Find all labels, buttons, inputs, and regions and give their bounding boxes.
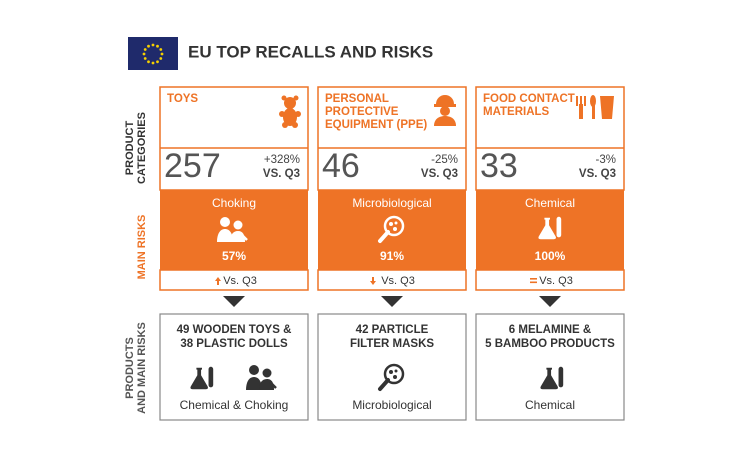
count: 257 <box>164 147 221 185</box>
category-name: EQUIPMENT (PPE) <box>325 119 427 131</box>
count: 33 <box>480 147 518 185</box>
trend: Vs. Q3 <box>223 275 257 287</box>
row-label: CATEGORIES <box>136 112 148 184</box>
product-box <box>317 313 467 421</box>
risk-name: Chemical <box>525 196 575 210</box>
risk-band <box>160 190 308 270</box>
trend-box <box>317 269 467 291</box>
category-name: PROTECTIVE <box>325 106 399 118</box>
product-line: 38 PLASTIC DOLLS <box>180 338 288 350</box>
vs-label: VS. Q3 <box>421 168 458 180</box>
row-label: PRODUCT <box>124 121 136 176</box>
category-box <box>159 86 309 191</box>
product-risks: Chemical & Choking <box>180 398 289 412</box>
category-name: PERSONAL <box>325 93 389 105</box>
pointer <box>381 296 403 307</box>
change: -25% <box>431 154 458 166</box>
count: 46 <box>322 147 360 185</box>
risk-share: 57% <box>222 249 246 263</box>
category-name: FOOD CONTACT <box>483 93 575 105</box>
product-box <box>159 313 309 421</box>
product-line: 49 WOODEN TOYS & <box>177 324 292 336</box>
product-risks: Chemical <box>525 398 575 412</box>
product-line: 6 MELAMINE & <box>509 324 591 336</box>
eu-flag <box>128 37 178 70</box>
vs-label: VS. Q3 <box>263 168 300 180</box>
worker-icon <box>434 95 456 126</box>
risk-name: Microbiological <box>352 196 431 210</box>
up-arrow <box>215 277 221 285</box>
pointer <box>539 296 561 307</box>
down-arrow <box>370 277 376 285</box>
category-name: TOYS <box>167 93 198 105</box>
row-label: PRODUCTS <box>124 337 136 399</box>
vs-label: VS. Q3 <box>579 168 616 180</box>
trend: Vs. Q3 <box>539 275 573 287</box>
trend: Vs. Q3 <box>381 275 415 287</box>
utensils-icon <box>576 95 614 119</box>
change: -3% <box>596 154 616 166</box>
equal-sign <box>530 278 537 284</box>
product-risks: Microbiological <box>352 398 431 412</box>
toy-icon <box>279 95 301 128</box>
product-line: 5 BAMBOO PRODUCTS <box>485 338 615 350</box>
trend-box <box>159 269 309 291</box>
product-line: 42 PARTICLE <box>356 324 429 336</box>
row-label: MAIN RISKS <box>136 215 148 280</box>
risk-share: 91% <box>380 249 404 263</box>
product-box <box>475 313 625 421</box>
category-box <box>475 86 625 191</box>
risk-band <box>318 190 466 270</box>
category-name: MATERIALS <box>483 106 550 118</box>
trend-box <box>475 269 625 291</box>
pointer <box>223 296 245 307</box>
row-label: AND MAIN RISKS <box>136 322 148 414</box>
change: +328% <box>264 154 300 166</box>
title: EU TOP RECALLS AND RISKS <box>188 42 433 61</box>
product-line: FILTER MASKS <box>350 338 434 350</box>
risk-share: 100% <box>535 249 566 263</box>
risk-name: Choking <box>212 196 256 210</box>
